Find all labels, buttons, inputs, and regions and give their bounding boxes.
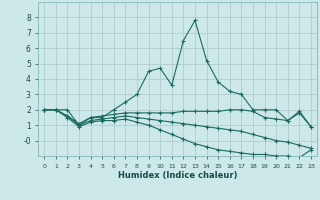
- X-axis label: Humidex (Indice chaleur): Humidex (Indice chaleur): [118, 171, 237, 180]
